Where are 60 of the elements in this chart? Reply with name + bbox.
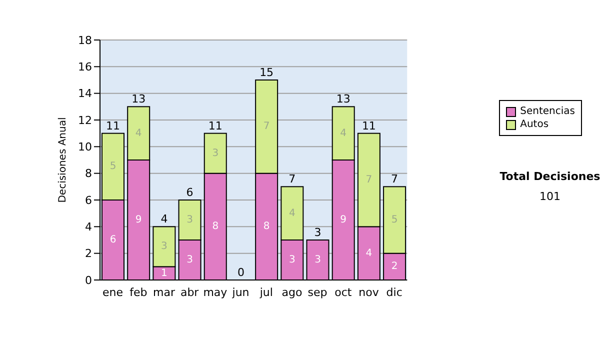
total-label: 0 xyxy=(237,266,244,279)
data-label: 7 xyxy=(366,174,372,186)
data-label: 2 xyxy=(391,261,398,272)
y-tick-label: 4 xyxy=(85,220,92,234)
data-label: 7 xyxy=(263,121,270,132)
x-tick-label: jul xyxy=(258,286,273,299)
y-tick-label: 10 xyxy=(78,140,92,154)
total-label: 7 xyxy=(288,172,296,186)
x-tick-label: oct xyxy=(334,286,352,299)
data-label: 4 xyxy=(340,128,347,139)
data-label: 8 xyxy=(212,221,219,232)
x-tick-label: abr xyxy=(180,286,200,299)
text: 101 xyxy=(538,190,562,203)
total-label: 11 xyxy=(208,119,222,132)
data-label: 5 xyxy=(391,214,398,226)
data-label: 1 xyxy=(161,268,168,279)
text: Total Decisiones xyxy=(498,170,600,183)
data-label: 8 xyxy=(263,221,270,232)
total-label: 13 xyxy=(132,92,146,106)
x-tick-label: may xyxy=(203,286,228,299)
data-label: 9 xyxy=(340,214,347,226)
total-label: 15 xyxy=(260,66,274,79)
legend-label: Autos xyxy=(520,118,549,131)
y-tick-label: 0 xyxy=(85,274,92,287)
data-label: 9 xyxy=(135,214,142,226)
data-label: 6 xyxy=(110,234,116,246)
total-label: 7 xyxy=(391,172,398,186)
x-tick-label: mar xyxy=(152,286,176,299)
x-tick-label: sep xyxy=(308,286,328,299)
y-tick-label: 2 xyxy=(85,247,92,260)
y-tick-label: 12 xyxy=(78,114,92,127)
total-label: 11 xyxy=(106,119,120,132)
total-label: 13 xyxy=(336,92,350,106)
x-tick-label: feb xyxy=(130,286,148,299)
y-tick-label: 16 xyxy=(78,60,92,74)
x-tick-label: dic xyxy=(386,286,402,299)
x-tick-label: jun xyxy=(231,286,250,299)
x-tick-label: nov xyxy=(358,286,380,299)
data-label: 3 xyxy=(314,254,321,266)
data-label: 4 xyxy=(288,208,296,219)
data-label: 5 xyxy=(110,161,116,172)
y-tick-label: 8 xyxy=(85,167,92,180)
y-tick-label: 14 xyxy=(78,87,92,100)
total-label: 4 xyxy=(160,212,168,226)
data-label: 4 xyxy=(135,128,142,139)
y-axis-title: Decisiones Anual xyxy=(58,117,69,203)
x-tick-label: ene xyxy=(102,286,124,299)
total-label: 3 xyxy=(314,226,322,239)
data-label: 4 xyxy=(366,248,372,259)
legend-label: Sentencias xyxy=(520,105,575,118)
x-tick-label: ago xyxy=(282,286,302,299)
total-label: 11 xyxy=(362,119,376,132)
total-label: 6 xyxy=(186,186,194,199)
y-tick-label: 18 xyxy=(78,34,92,47)
data-label: 3 xyxy=(186,254,193,266)
data-label: 3 xyxy=(161,241,168,252)
data-label: 3 xyxy=(186,214,193,226)
y-tick-label: 6 xyxy=(85,194,92,207)
data-label: 3 xyxy=(288,254,296,266)
data-label: 3 xyxy=(212,148,219,159)
